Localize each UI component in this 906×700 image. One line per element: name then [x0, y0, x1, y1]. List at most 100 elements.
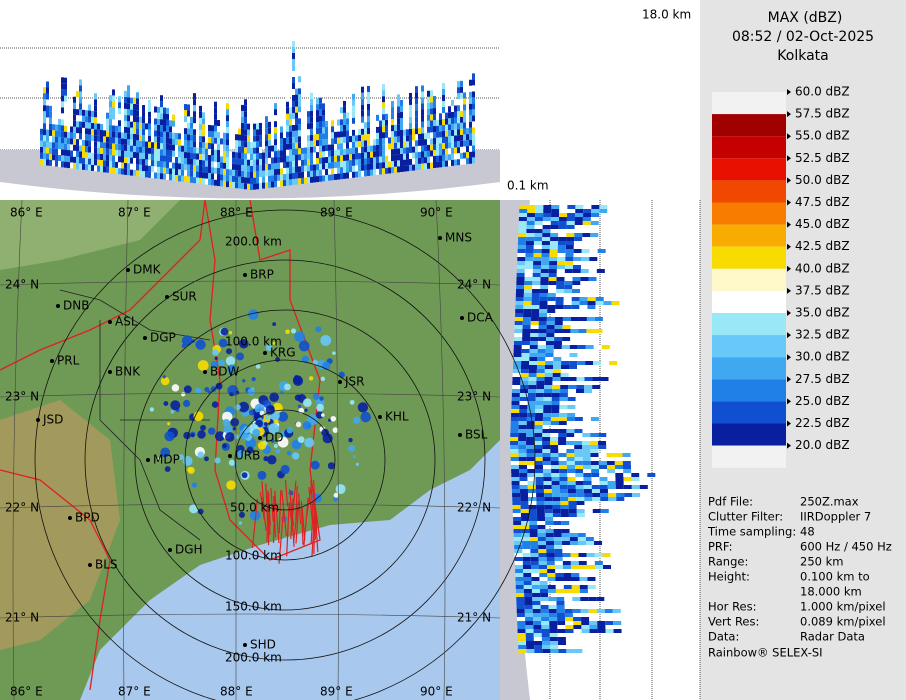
echo-row [522, 317, 531, 321]
echo-row [564, 289, 573, 293]
city-dot [203, 370, 207, 374]
echo-column [202, 160, 205, 167]
echo-column [376, 150, 379, 157]
echo-column [262, 176, 265, 183]
echo-column [379, 144, 382, 151]
echo-row [514, 337, 523, 341]
echo-column [61, 149, 64, 156]
echo-column [334, 131, 337, 138]
echo-row [588, 609, 597, 613]
echo-column [148, 117, 151, 124]
echo-column [148, 141, 151, 148]
echo-row [554, 545, 563, 549]
echo-column [430, 120, 433, 127]
echo-column [274, 133, 277, 140]
echo-row [574, 445, 583, 449]
echo-column [181, 175, 184, 182]
echo-row [559, 393, 568, 397]
longitude-label: 87° E [118, 206, 151, 220]
echo-column [391, 143, 394, 150]
echo-row [558, 461, 567, 465]
echo-row [606, 461, 615, 465]
echo-column [157, 130, 160, 137]
echo-column [343, 130, 346, 137]
side-height-label: 0.1 km [507, 179, 549, 193]
echo-column [442, 100, 445, 107]
echo-row [558, 449, 567, 453]
echo-row [549, 241, 558, 245]
echo-column [190, 140, 193, 147]
legend-label: 35.0 dBZ [795, 306, 850, 320]
echo-column [79, 121, 82, 128]
echo-row [612, 609, 621, 613]
echo-column [253, 135, 256, 142]
echo-column [460, 80, 463, 87]
info-key: Clutter Filter: [708, 510, 783, 524]
echo-column [454, 153, 457, 160]
echo-row [512, 493, 521, 497]
echo-column [61, 155, 64, 162]
echo-column [472, 103, 475, 110]
echo-column [175, 145, 178, 151]
echo-column [163, 125, 166, 132]
echo-row [525, 637, 534, 641]
echo-column [193, 171, 196, 178]
echo-column [397, 106, 400, 113]
echo-column [409, 92, 412, 99]
echo-row [592, 493, 601, 497]
echo-column [52, 136, 55, 143]
echo-column [46, 147, 49, 154]
echo-column [190, 158, 193, 165]
echo-row [556, 613, 565, 617]
echo-column [163, 119, 166, 126]
echo-column [472, 127, 475, 134]
echo-column [292, 40, 295, 47]
echo-column [52, 142, 55, 149]
echo-column [121, 162, 124, 169]
echo-column [163, 143, 166, 150]
river [300, 500, 304, 545]
echo-row [519, 205, 528, 209]
echo-column [340, 143, 343, 150]
echo-column [151, 172, 154, 179]
echo-row [574, 449, 583, 453]
echo-column [370, 139, 373, 146]
echo [295, 421, 302, 428]
echo-row [561, 361, 570, 365]
echo-row [593, 345, 602, 349]
echo-column [391, 155, 394, 162]
echo-row [541, 265, 549, 269]
echo-column [46, 123, 49, 130]
echo-row [516, 289, 525, 293]
echo-row [512, 381, 521, 385]
echo-row [542, 457, 551, 461]
echo-column [262, 170, 265, 177]
legend-label: 20.0 dBZ [795, 438, 850, 452]
echo-row [531, 581, 540, 585]
echo-column [460, 110, 463, 117]
echo-row [542, 237, 551, 241]
echo-column [142, 129, 145, 136]
echo-row [543, 489, 552, 493]
echo-column [259, 170, 262, 177]
echo-column [67, 150, 70, 157]
echo-column [292, 106, 295, 113]
echo-column [367, 139, 370, 146]
echo-column [157, 100, 160, 107]
echo-column [454, 123, 457, 130]
echo-column [307, 147, 310, 154]
echo-row [615, 477, 624, 481]
echo [280, 390, 284, 395]
echo [207, 427, 216, 435]
echo-column [166, 161, 169, 168]
echo-row [595, 297, 604, 301]
echo-row [528, 389, 537, 393]
echo-row [552, 377, 561, 381]
echo-row [566, 441, 575, 445]
echo-column [310, 164, 313, 171]
echo-column [244, 123, 247, 130]
echo-row [647, 473, 656, 477]
echo-column [463, 92, 466, 99]
echo-column [184, 134, 187, 141]
echo-column [178, 175, 181, 182]
